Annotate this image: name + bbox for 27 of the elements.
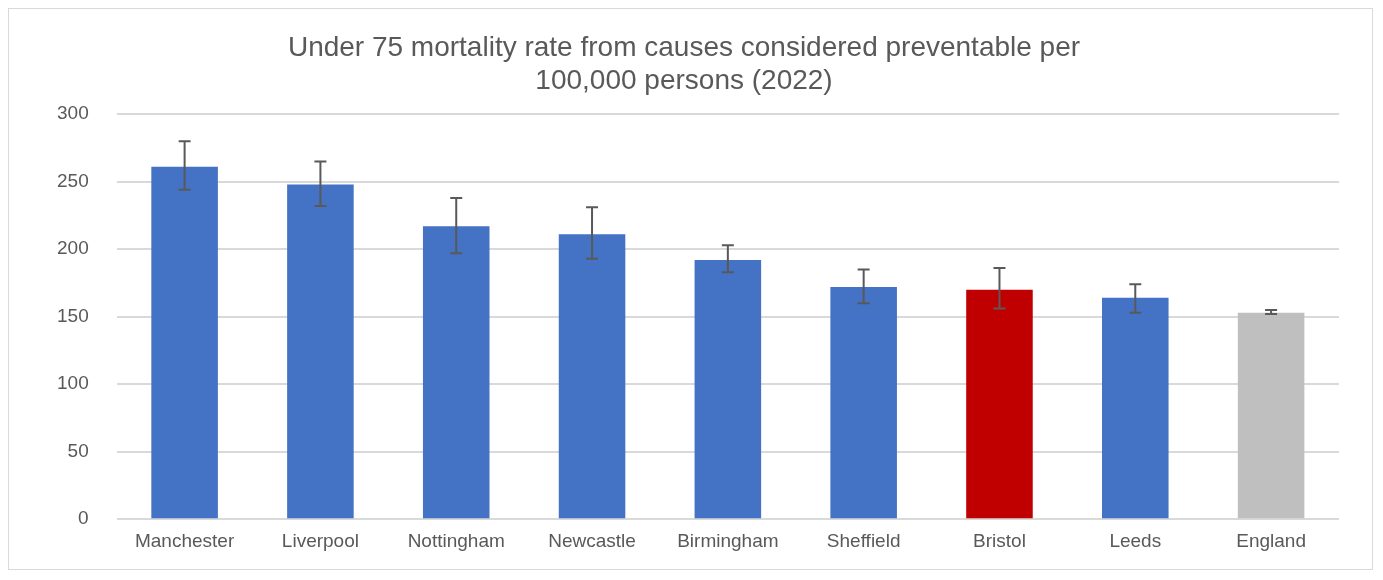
x-tick-label: Sheffield	[826, 529, 901, 551]
x-tick-label: Birmingham	[677, 529, 779, 551]
x-tick-label: Manchester	[134, 529, 235, 551]
x-tick-label: Newcastle	[548, 529, 636, 551]
bar	[694, 260, 762, 519]
y-tick-label: 250	[57, 169, 89, 191]
x-tick-label: England	[1236, 529, 1306, 551]
y-tick-label: 50	[67, 439, 89, 461]
text: Under 75 mortality rate from causes considered preventable per	[287, 30, 1081, 62]
bar	[966, 289, 1033, 519]
bar	[558, 234, 626, 519]
y-tick-label: 200	[57, 237, 89, 259]
bar	[830, 287, 897, 519]
y-tick-label: 100	[57, 372, 89, 394]
x-tick-label: Bristol	[973, 529, 1026, 551]
x-tick-label: Nottingham	[407, 529, 505, 551]
text: 100,000 persons (2022)	[535, 64, 833, 96]
x-tick-label: Liverpool	[281, 529, 359, 551]
y-tick-label: 0	[78, 507, 89, 529]
x-tick-label: Leeds	[1109, 529, 1162, 551]
bar	[1237, 312, 1305, 519]
bar	[1102, 297, 1169, 519]
bar	[422, 226, 490, 519]
bar	[151, 166, 218, 519]
y-tick-label: 300	[57, 102, 89, 124]
bar	[287, 184, 354, 519]
y-tick-label: 150	[57, 304, 89, 326]
